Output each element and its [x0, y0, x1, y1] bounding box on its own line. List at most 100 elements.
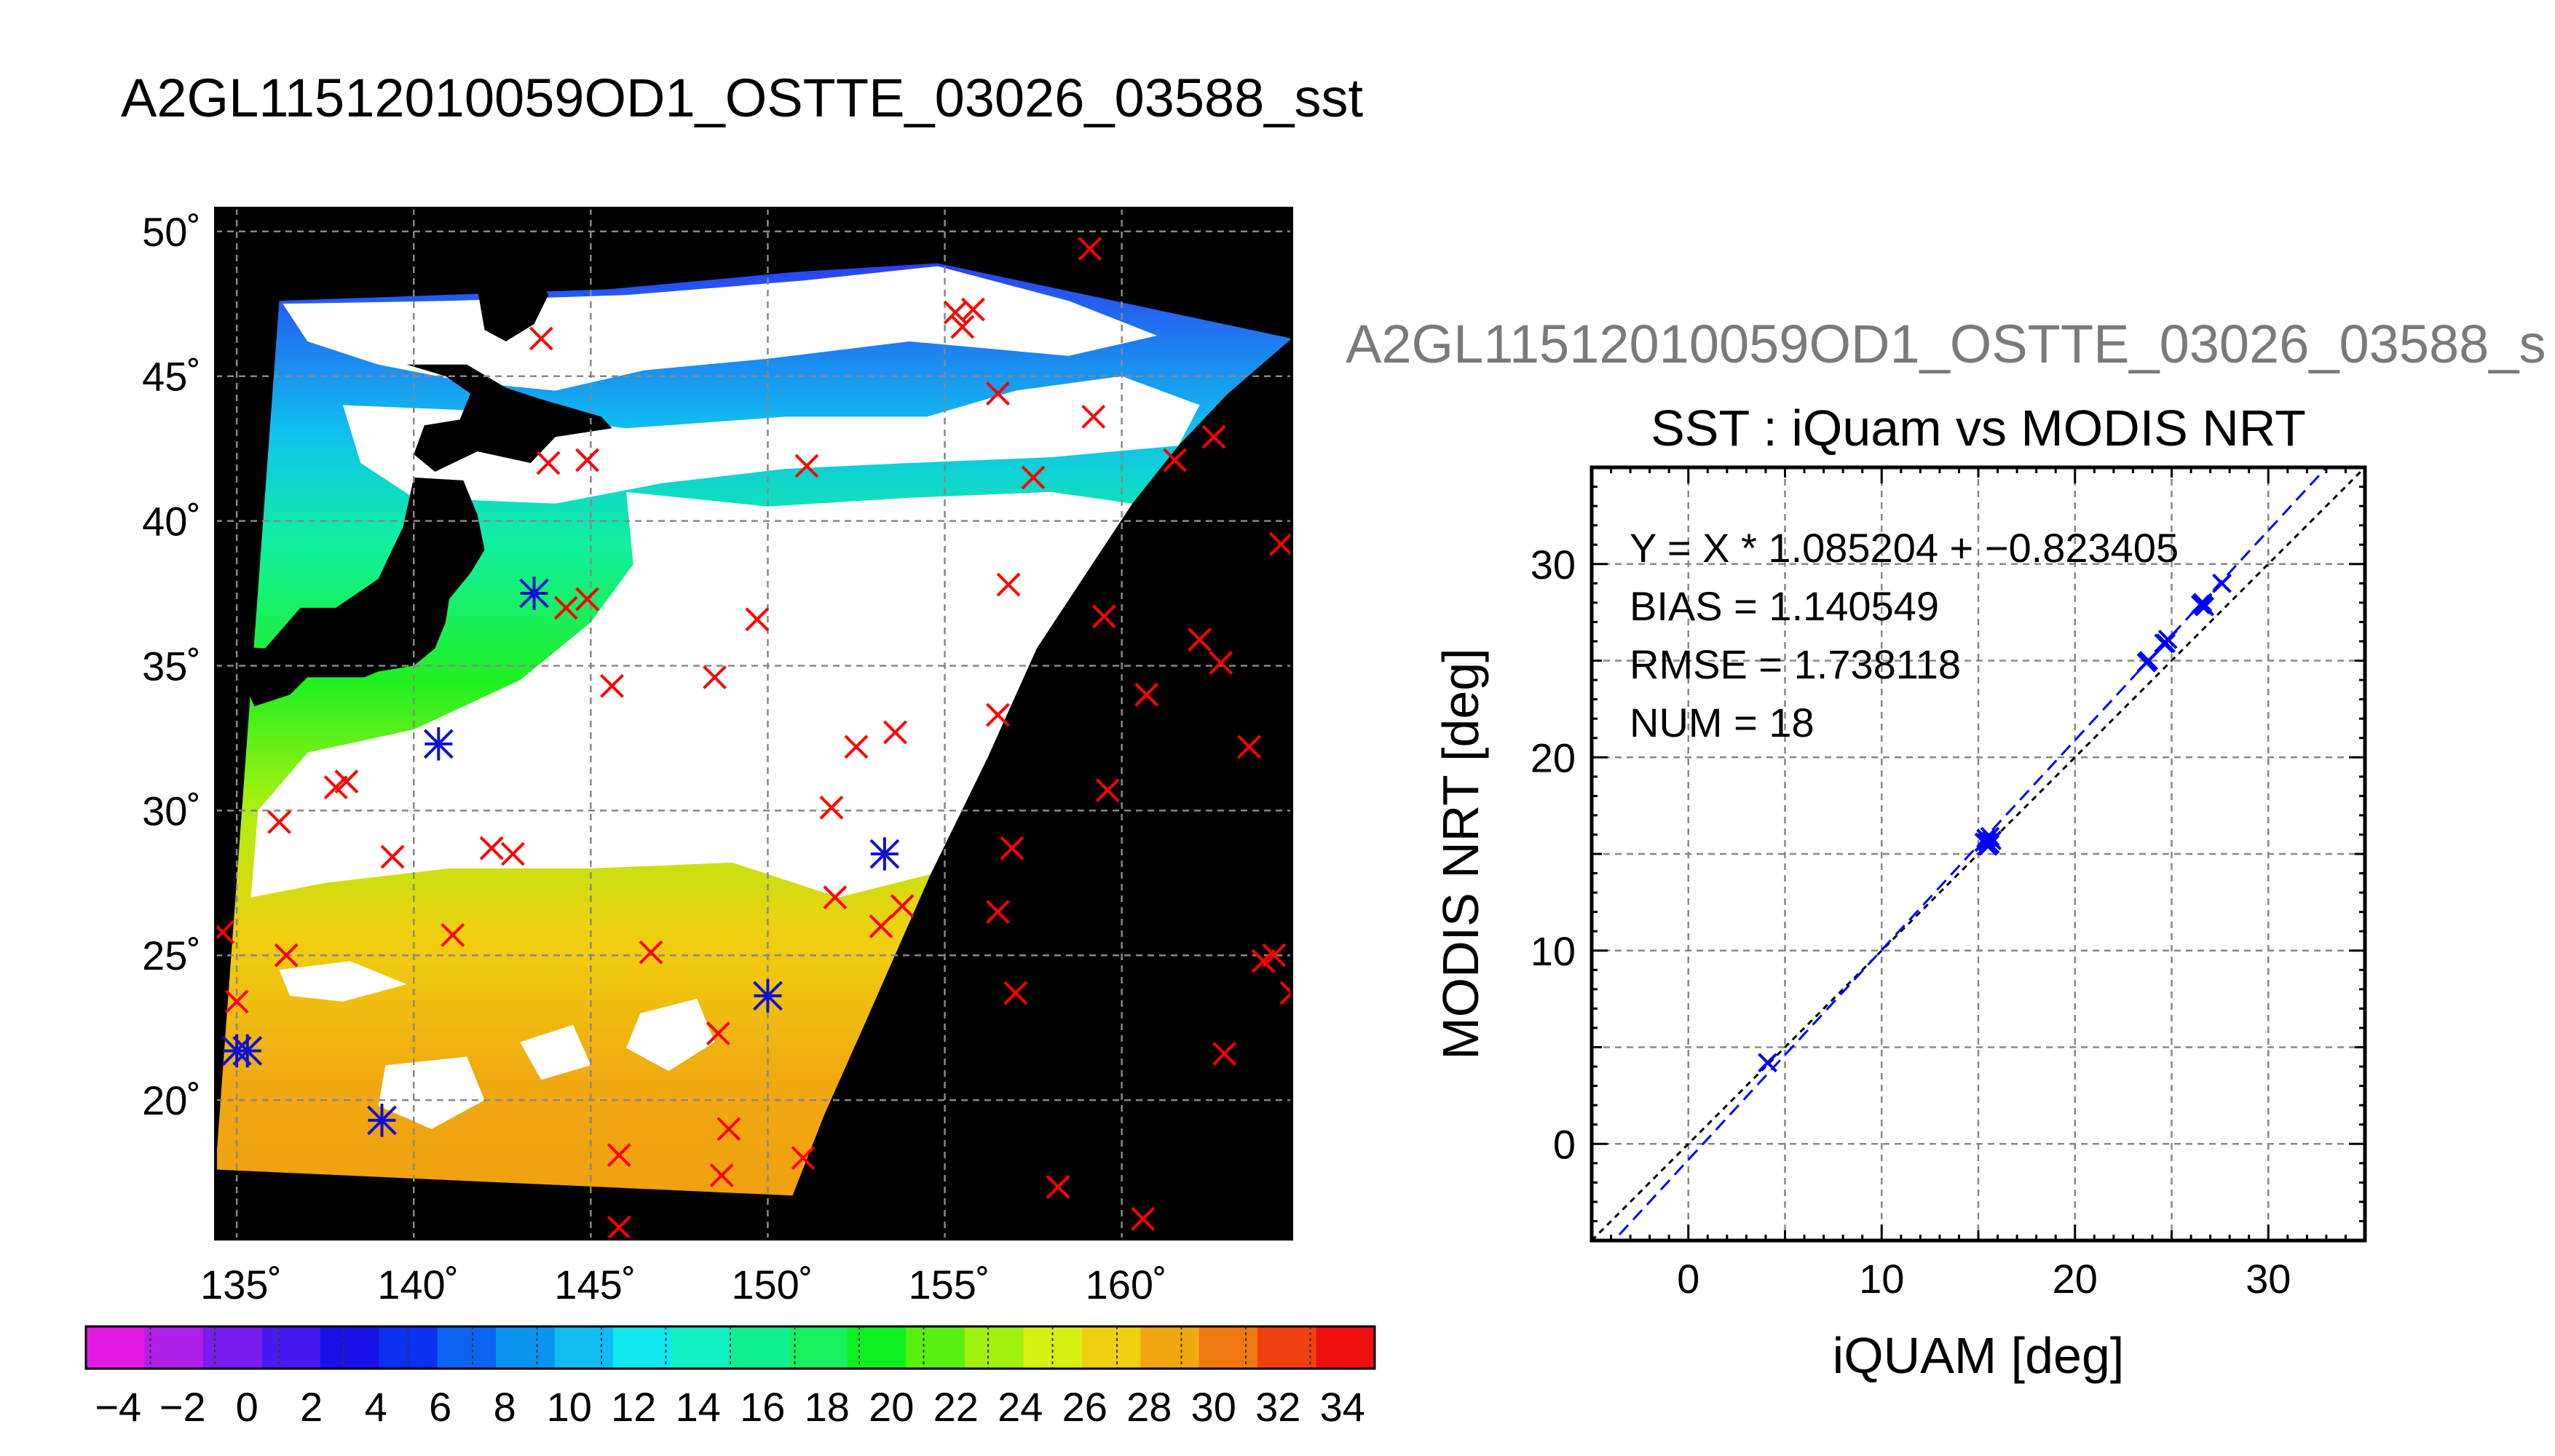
colorbar-swatch	[437, 1326, 497, 1369]
colorbar-swatch	[613, 1326, 673, 1369]
map-lon-tick-label: 145˚	[554, 1262, 636, 1307]
comparison-y-tick-label: 20	[1531, 735, 1576, 780]
colorbar-tick-label: −2	[159, 1384, 206, 1430]
unmatched-x-marker	[441, 922, 465, 947]
unmatched-x-marker	[883, 720, 907, 745]
map-frame	[214, 207, 1293, 1241]
colorbar-swatch	[964, 1326, 1024, 1369]
unmatched-x-marker	[575, 448, 599, 472]
map-lat-tick-label: 30˚	[142, 788, 201, 834]
unmatched-x-marker	[274, 943, 299, 968]
colorbar-tick-label: 14	[676, 1384, 721, 1430]
unmatched-x-marker	[1131, 1206, 1156, 1231]
map-lon-tick-label: 155˚	[908, 1262, 990, 1307]
colorbar-swatch	[847, 1326, 907, 1369]
comparison-y-tick-label: 30	[1531, 542, 1576, 587]
map-lat-tick-label: 45˚	[142, 354, 201, 400]
colorbar-tick-label: 24	[998, 1384, 1043, 1430]
colorbar-swatch	[496, 1326, 556, 1369]
unmatched-x-marker	[267, 810, 291, 834]
matched-star-marker	[232, 1034, 263, 1068]
colorbar-tick-label: 2	[300, 1384, 323, 1430]
unmatched-x-marker	[553, 596, 578, 620]
unmatched-x-marker	[1212, 1042, 1237, 1066]
unmatched-x-marker	[869, 914, 893, 938]
unmatched-x-marker	[1134, 682, 1159, 707]
unmatched-x-marker	[716, 1117, 741, 1142]
x-axis-label: iQUAM [deg]	[1833, 1327, 2125, 1384]
colorbar-swatch	[86, 1326, 145, 1369]
unmatched-x-marker	[224, 989, 249, 1014]
colorbar-swatch	[320, 1326, 379, 1369]
unmatched-x-marker	[600, 673, 624, 698]
colorbar-swatch	[1198, 1326, 1258, 1369]
unmatched-x-marker	[1095, 778, 1120, 802]
unmatched-x-marker	[607, 1215, 631, 1239]
colorbar-tick-label: 34	[1320, 1384, 1365, 1430]
comparison-x-tick-label: 0	[1677, 1256, 1699, 1302]
unmatched-x-marker	[709, 1163, 734, 1187]
colorbar-tick-label: 20	[869, 1384, 914, 1430]
comparison-point	[2136, 652, 2157, 673]
unmatched-x-marker	[639, 940, 663, 965]
cloud-region-2	[250, 491, 1133, 898]
land-shape-2	[216, 477, 485, 707]
cloud-region-7	[279, 961, 407, 1002]
map-lat-tick-label: 25˚	[142, 933, 201, 978]
map-gridlines	[216, 208, 1292, 1239]
comparison-y-tick-label: 10	[1531, 928, 1576, 974]
colorbar-swatch	[906, 1326, 965, 1369]
cloud-region-0	[283, 266, 1158, 391]
unmatched-x-marker	[844, 735, 869, 759]
map-lat-tick-label: 50˚	[142, 209, 201, 255]
colorbar-swatch	[202, 1326, 262, 1369]
unmatched-x-marker	[1163, 448, 1187, 472]
colorbar-tick-label: 4	[365, 1384, 387, 1430]
unmatched-markers	[216, 237, 1292, 1239]
comparison-point	[1980, 826, 2000, 847]
land-shape-3	[216, 689, 240, 713]
unmatched-x-marker	[986, 381, 1010, 405]
matched-star-marker	[423, 727, 454, 761]
colorbar-tick-label: 16	[740, 1384, 785, 1430]
unmatched-x-marker	[575, 587, 599, 612]
colorbar-tick-label: 10	[547, 1384, 592, 1430]
unmatched-x-marker	[216, 919, 235, 944]
map-lat-tick-label: 40˚	[142, 499, 201, 545]
unmatched-x-marker	[819, 795, 844, 820]
unmatched-x-marker	[745, 607, 770, 632]
comparison-title: SST : iQuam vs MODIS NRT	[1651, 400, 2306, 456]
unmatched-x-marker	[950, 314, 975, 339]
unmatched-x-marker	[703, 665, 727, 689]
unmatched-x-marker	[607, 1143, 631, 1168]
colorbar-tick-label: 30	[1191, 1384, 1236, 1430]
unmatched-x-marker	[1188, 628, 1212, 652]
cloud-region-4	[378, 1056, 485, 1129]
fit-statistics: Y = X * 1.085204 + −0.823405 BIAS = 1.140…	[1630, 525, 2179, 745]
cloud-region-6	[520, 1024, 591, 1080]
comparison-point	[1758, 1053, 1778, 1073]
colorbar-tick-label: 6	[429, 1384, 451, 1430]
unmatched-x-marker	[1091, 604, 1116, 629]
unmatched-x-marker	[1021, 465, 1046, 490]
comparison-x-tick-label: 30	[2246, 1256, 2291, 1302]
comparison-point	[2190, 595, 2211, 614]
unmatched-x-marker	[1269, 531, 1292, 556]
colorbar-swatch	[1257, 1326, 1317, 1369]
unmatched-x-marker	[706, 1021, 730, 1046]
unmatched-x-marker	[794, 454, 819, 478]
cloud-region-3	[732, 579, 874, 622]
colorbar-swatch	[1316, 1326, 1375, 1369]
land-shape-1	[406, 364, 612, 472]
unmatched-x-marker	[529, 326, 553, 351]
unmatched-x-marker	[1209, 651, 1233, 675]
colorbar-swatch	[1081, 1326, 1141, 1369]
unmatched-x-marker	[1279, 981, 1292, 1005]
file-title: A2GL11512010059OD1_OSTTE_03026_03588_sst	[121, 68, 1364, 128]
unmatched-x-marker	[1000, 836, 1024, 860]
colorbar-tick-label: 12	[611, 1384, 656, 1430]
comparison-point	[2212, 573, 2232, 593]
